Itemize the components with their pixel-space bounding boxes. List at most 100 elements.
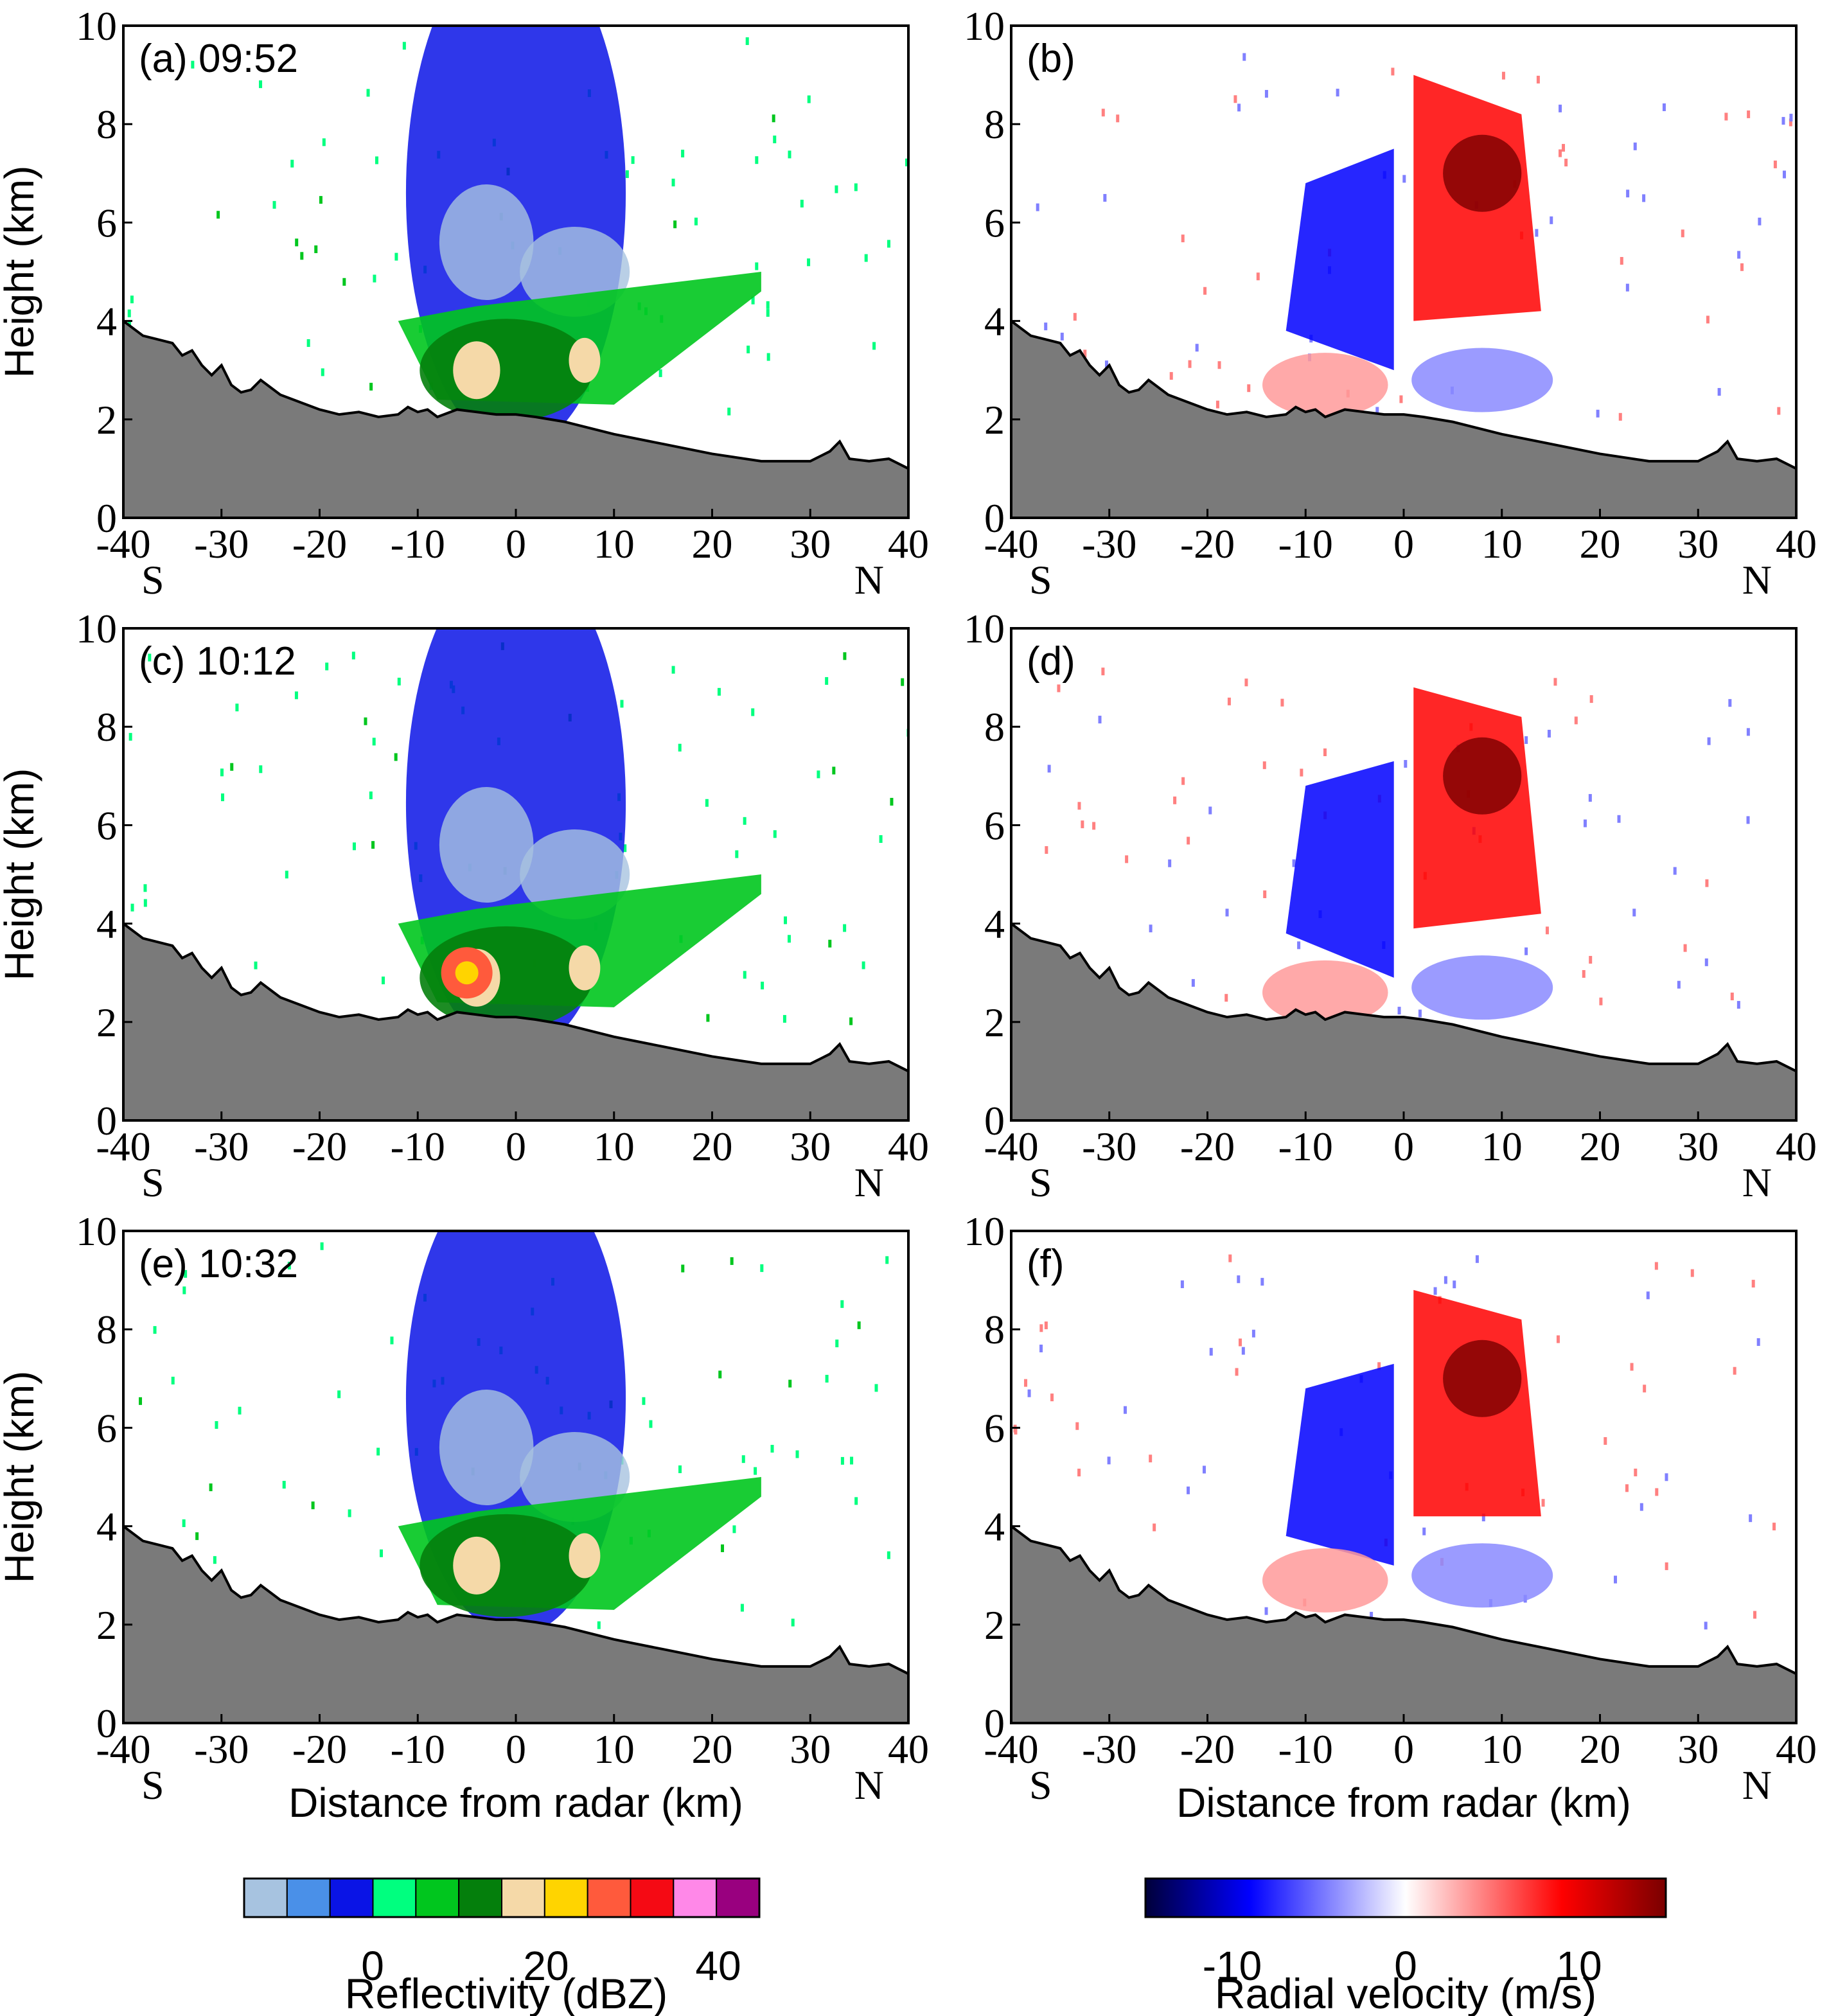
echo-speckle — [1169, 372, 1173, 380]
x-tick-label: -40 — [96, 1726, 150, 1772]
echo-speckle — [1655, 1488, 1659, 1496]
panel-b: -40 -30 -20 -10 0 10 20 30 40 0 2 4 6 8 10 S N (b) — [964, 3, 1817, 603]
echo-speckle — [1075, 1422, 1079, 1430]
x-tick-label: 20 — [1580, 521, 1621, 567]
echo-speckle — [1101, 109, 1105, 117]
echo-speckle — [1730, 993, 1734, 1001]
echo-speckle — [1244, 678, 1248, 687]
echo-speckle — [1149, 1455, 1153, 1463]
x-tick-label: -20 — [292, 1124, 347, 1169]
echo-speckle — [322, 138, 326, 146]
cb-vel-tick-0: -10 — [1203, 1943, 1262, 1989]
echo-speckle — [1545, 926, 1549, 935]
cb-refl-label: Reflectivity (dBZ) — [345, 1970, 667, 2016]
x-tick-label: -20 — [1180, 1726, 1235, 1772]
echo-speckle — [1202, 1465, 1206, 1474]
echo-speckle — [782, 1014, 786, 1023]
echo-speckle — [905, 158, 908, 166]
echo-speckle — [238, 1406, 242, 1415]
echo-speckle — [1556, 1335, 1560, 1343]
echo-speckle — [857, 1321, 861, 1329]
echo-speckle — [761, 982, 764, 990]
echo-speckle — [1370, 1611, 1374, 1620]
x-tick-label: 10 — [1481, 1726, 1523, 1772]
echo-speckle — [1044, 323, 1048, 331]
echo-speckle — [721, 1544, 725, 1552]
echo-speckle — [766, 301, 770, 309]
cb-vel-gradient — [1144, 1877, 1667, 1918]
echo-speckle — [1237, 1275, 1241, 1284]
echo-speckle — [1620, 257, 1623, 265]
terrain-profile — [1011, 922, 1796, 1120]
cb-refl-bin — [587, 1878, 632, 1918]
echo-core-yellow — [455, 961, 479, 985]
echo-speckle — [1228, 1254, 1232, 1262]
echo-speckle — [230, 763, 234, 771]
echo-speckle — [1604, 1437, 1607, 1445]
echo-speckle — [1501, 71, 1505, 80]
x-tick-label: 10 — [594, 1726, 635, 1772]
echo-speckle — [1242, 53, 1246, 61]
echo-speckle — [1749, 1514, 1753, 1523]
y-tick-label: 0 — [96, 1701, 117, 1746]
echo-low-red — [1262, 960, 1388, 1025]
echo-speckle — [1375, 407, 1379, 415]
echo-speckle — [681, 150, 685, 158]
echo-dark-green — [420, 1514, 593, 1617]
echo-speckle — [390, 1336, 394, 1345]
terrain-profile — [123, 319, 908, 518]
echo-speckle — [1541, 1499, 1545, 1507]
y-tick-label: 2 — [984, 397, 1005, 443]
echo-speckle — [1547, 729, 1551, 738]
echo-speckle — [681, 1264, 685, 1273]
echo-speckle — [314, 245, 318, 254]
echo-speckle — [1733, 1366, 1736, 1375]
echo-speckle — [348, 1509, 351, 1517]
echo-speckle — [1209, 1348, 1213, 1356]
echo-speckle — [788, 150, 791, 159]
echo-speckle — [1215, 400, 1219, 409]
echo-speckle — [295, 238, 299, 247]
y-tick-label: 0 — [984, 1098, 1005, 1144]
echo-speckle — [127, 309, 131, 317]
y-tick-label: 0 — [96, 1098, 117, 1144]
x-tick-label: -40 — [984, 1124, 1038, 1169]
echo-speckle — [678, 1465, 682, 1474]
x-tick-label: 0 — [1393, 1124, 1414, 1169]
echo-speckle — [1208, 806, 1212, 815]
cb-refl-bin — [458, 1878, 503, 1918]
y-tick-label: 2 — [984, 1602, 1005, 1648]
x-tick-label: 10 — [594, 521, 635, 567]
echo-speckle — [320, 1242, 324, 1250]
cb-refl-bin — [673, 1878, 718, 1918]
x-tick-label: 40 — [888, 521, 929, 567]
echo-speckle — [1632, 908, 1636, 917]
echo-speckle — [1662, 103, 1666, 111]
echo-speckle — [130, 296, 134, 304]
echo-speckle — [182, 1519, 186, 1527]
echo-speckle — [285, 871, 288, 879]
echo-speckle — [402, 42, 406, 50]
x-tick-label: 40 — [888, 1124, 929, 1169]
echo-speckle — [282, 1481, 286, 1489]
echo-speckle — [1181, 234, 1185, 243]
x-tick-label: -30 — [1082, 521, 1136, 567]
x-tick-label: 30 — [1677, 521, 1719, 567]
echo-speckle — [1047, 765, 1051, 773]
echo-speckle — [705, 799, 709, 807]
x-tick-label: 30 — [1677, 1726, 1719, 1772]
echo-speckle — [747, 345, 750, 353]
echo-speckle — [825, 676, 829, 685]
echo-speckle — [1789, 118, 1792, 127]
echo-speckle — [807, 258, 811, 267]
echo-speckle — [1238, 1338, 1242, 1347]
y-tick-label: 8 — [96, 704, 117, 750]
echo-speckle — [1227, 697, 1231, 705]
echo-core-tan — [453, 341, 500, 400]
echo-speckle — [850, 1456, 854, 1465]
echo-speckle — [1433, 1287, 1437, 1295]
echo-speckle — [885, 1256, 889, 1264]
echo-speckle — [745, 37, 749, 46]
north-label: N — [1742, 557, 1772, 603]
echo-speckle — [817, 770, 820, 779]
